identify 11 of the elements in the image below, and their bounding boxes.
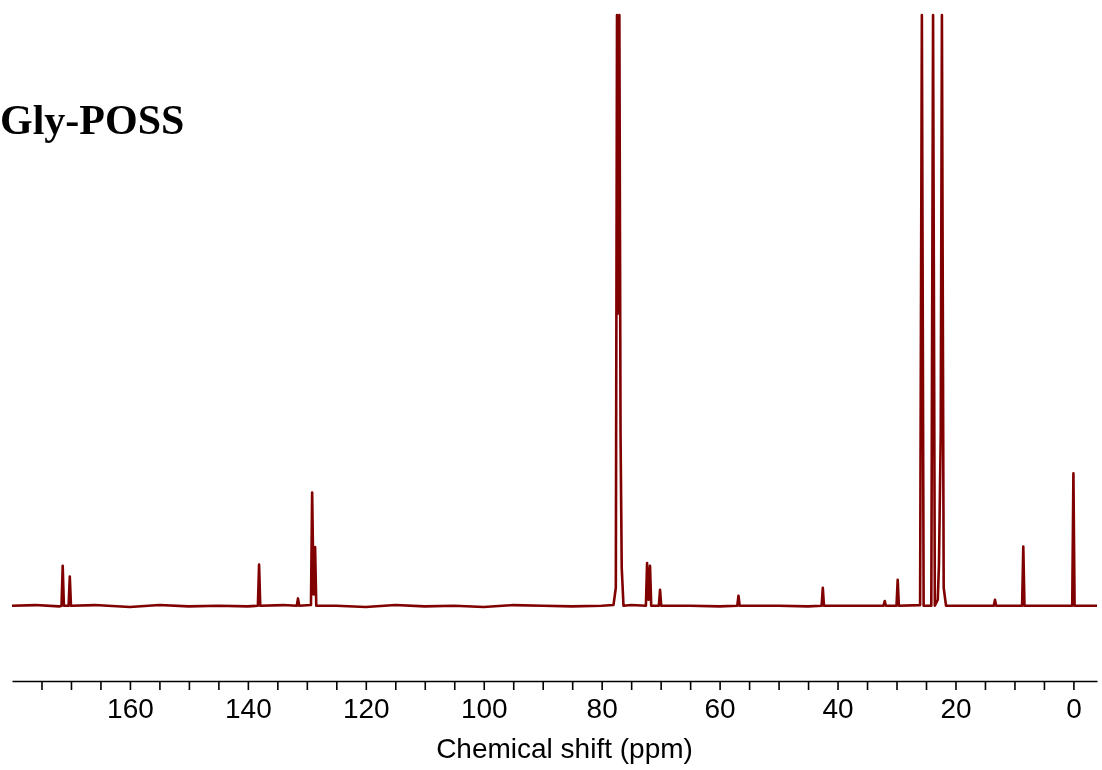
x-tick-label: 60 [704, 693, 736, 725]
x-tick-label: 20 [940, 693, 972, 725]
x-tick-label: 40 [822, 693, 854, 725]
x-tick-label: 120 [342, 693, 390, 725]
x-axis-title: Chemical shift (ppm) [436, 733, 693, 764]
x-tick-label: 100 [460, 693, 508, 725]
x-tick-label: 0 [1066, 693, 1082, 725]
x-tick-label: 80 [586, 693, 618, 725]
text: Gly-POSS [0, 97, 185, 143]
x-tick-label: 160 [107, 693, 154, 725]
x-tick-label: 140 [225, 693, 272, 725]
